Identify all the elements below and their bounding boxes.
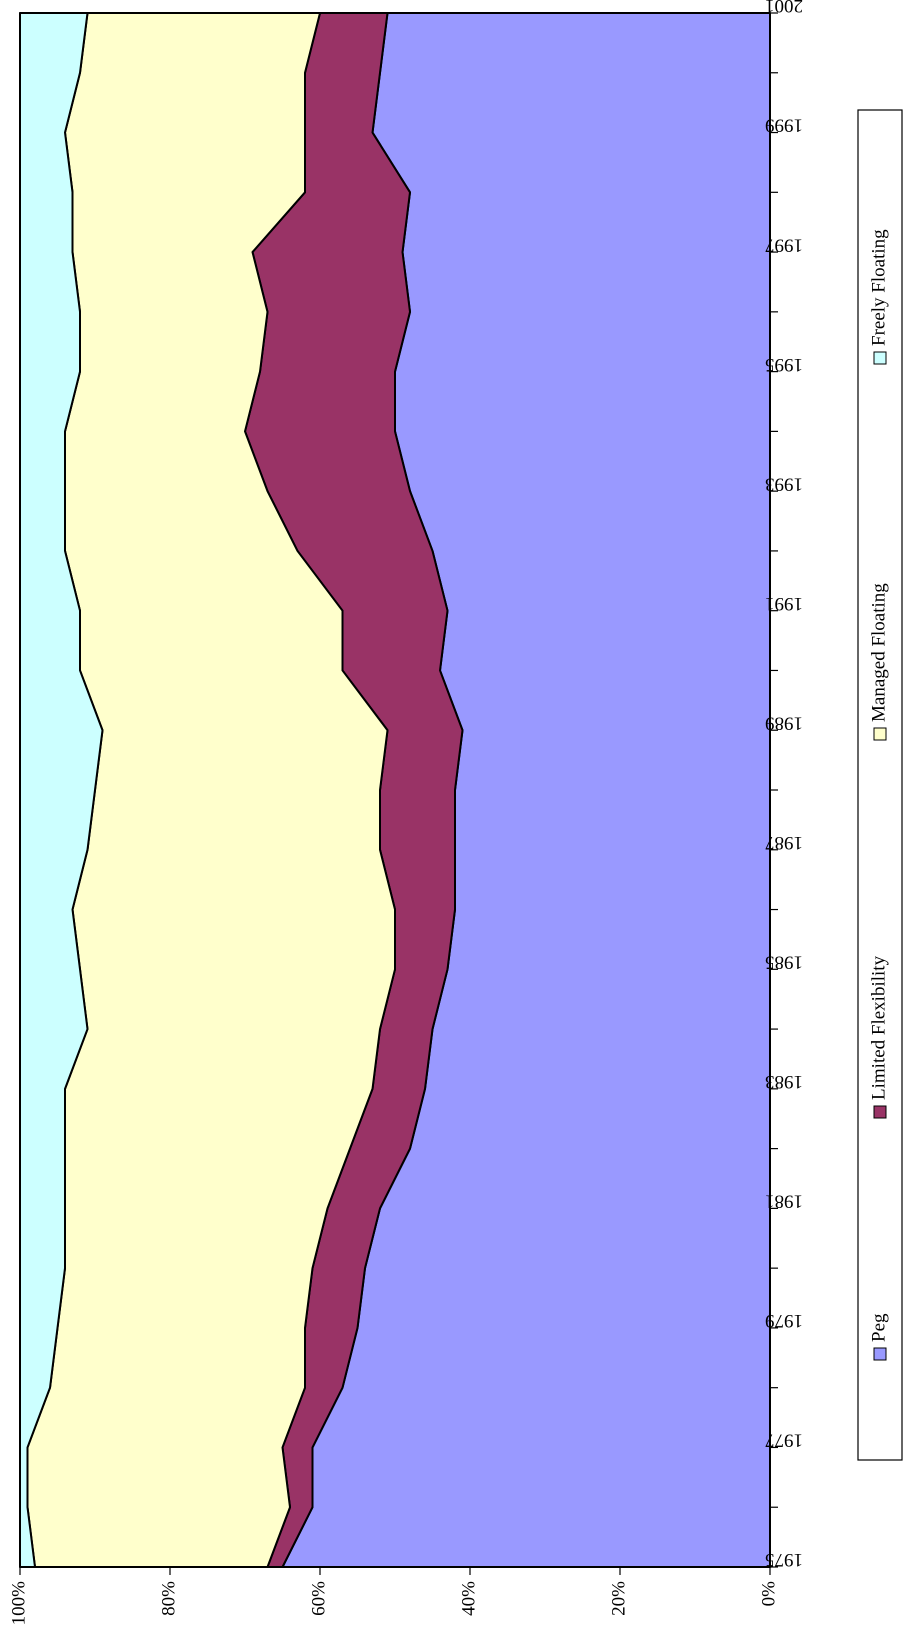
legend-swatch-peg [873,1347,887,1361]
y-tick-label: 40% [458,1581,479,1616]
axes: 1975 1977 1979 1981 1983 1985 1987 1989 1991 1993… [8,0,803,1625]
x-tick-label: 1975 [765,1549,803,1570]
legend: Peg Limited Flexibility Managed Floating Fr… [857,109,903,1461]
y-tick-label: 60% [308,1581,329,1616]
plot-area [19,12,771,1568]
x-tick-label: 1981 [765,1191,803,1212]
legend-label-freely-floating: Freely Floating [868,229,889,346]
x-tick-label: 1979 [765,1310,803,1331]
x-tick-label: 1983 [765,1071,803,1092]
legend-label-limited-flexibility: Limited Flexibility [868,955,889,1100]
x-tick-label: 1999 [765,115,803,136]
legend-label-peg: Peg [868,1313,889,1342]
x-tick-label: 1987 [765,832,803,853]
x-tick-label: 2001 [765,0,803,16]
x-tick-label: 1993 [765,473,803,494]
x-tick-label: 1995 [765,354,803,375]
x-tick-label: 1985 [765,952,803,973]
legend-swatch-freely-floating [873,351,887,365]
x-tick-label: 1991 [765,593,803,614]
y-tick-label: 80% [158,1581,179,1616]
y-tick-label: 0% [758,1581,779,1607]
x-tick-label: 1977 [765,1430,803,1451]
legend-box [857,109,903,1461]
y-tick-label: 100% [8,1581,29,1626]
legend-swatch-managed-floating [873,727,887,741]
y-tick-label: 20% [608,1581,629,1616]
legend-swatch-limited-flexibility [873,1105,887,1119]
x-tick-label: 1989 [765,712,803,733]
x-tick-label: 1997 [765,234,803,255]
legend-label-managed-floating: Managed Floating [868,583,889,722]
